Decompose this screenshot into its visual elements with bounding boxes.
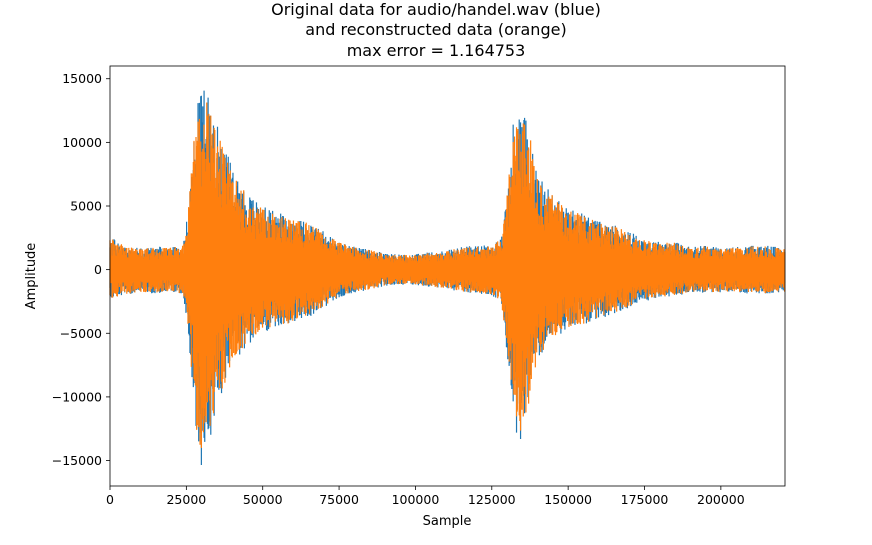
x-tick-label: 200000	[697, 492, 745, 507]
chart-title-line-2: and reconstructed data (orange)	[305, 20, 567, 39]
y-tick-label: −15000	[52, 453, 102, 468]
x-tick-label: 175000	[621, 492, 669, 507]
y-tick-label: −5000	[60, 326, 102, 341]
x-tick-label: 25000	[166, 492, 206, 507]
x-tick-label: 0	[106, 492, 114, 507]
x-tick-label: 50000	[243, 492, 283, 507]
x-tick-label: 150000	[544, 492, 592, 507]
y-tick-label: −10000	[52, 389, 102, 404]
y-tick-label: 0	[94, 262, 102, 277]
y-tick-label: 10000	[62, 135, 102, 150]
axes-layer: 0 25000 50000 75000 100000 125000 150000 175000…	[52, 65, 786, 507]
x-axis-label: Sample	[423, 514, 472, 529]
y-tick-label: 5000	[70, 199, 102, 214]
series-layer	[109, 90, 786, 466]
y-tick-label: 15000	[62, 71, 102, 86]
plot-frame	[109, 65, 786, 487]
chart-title-line-3: max error = 1.164753	[346, 41, 526, 60]
x-tick-label: 75000	[319, 492, 359, 507]
x-tick-label: 100000	[392, 492, 440, 507]
x-tick-label: 125000	[468, 492, 516, 507]
chart-title-line-1: Original data for audio/handel.wav (blue…	[271, 0, 601, 19]
y-axis-label: Amplitude	[24, 243, 39, 310]
